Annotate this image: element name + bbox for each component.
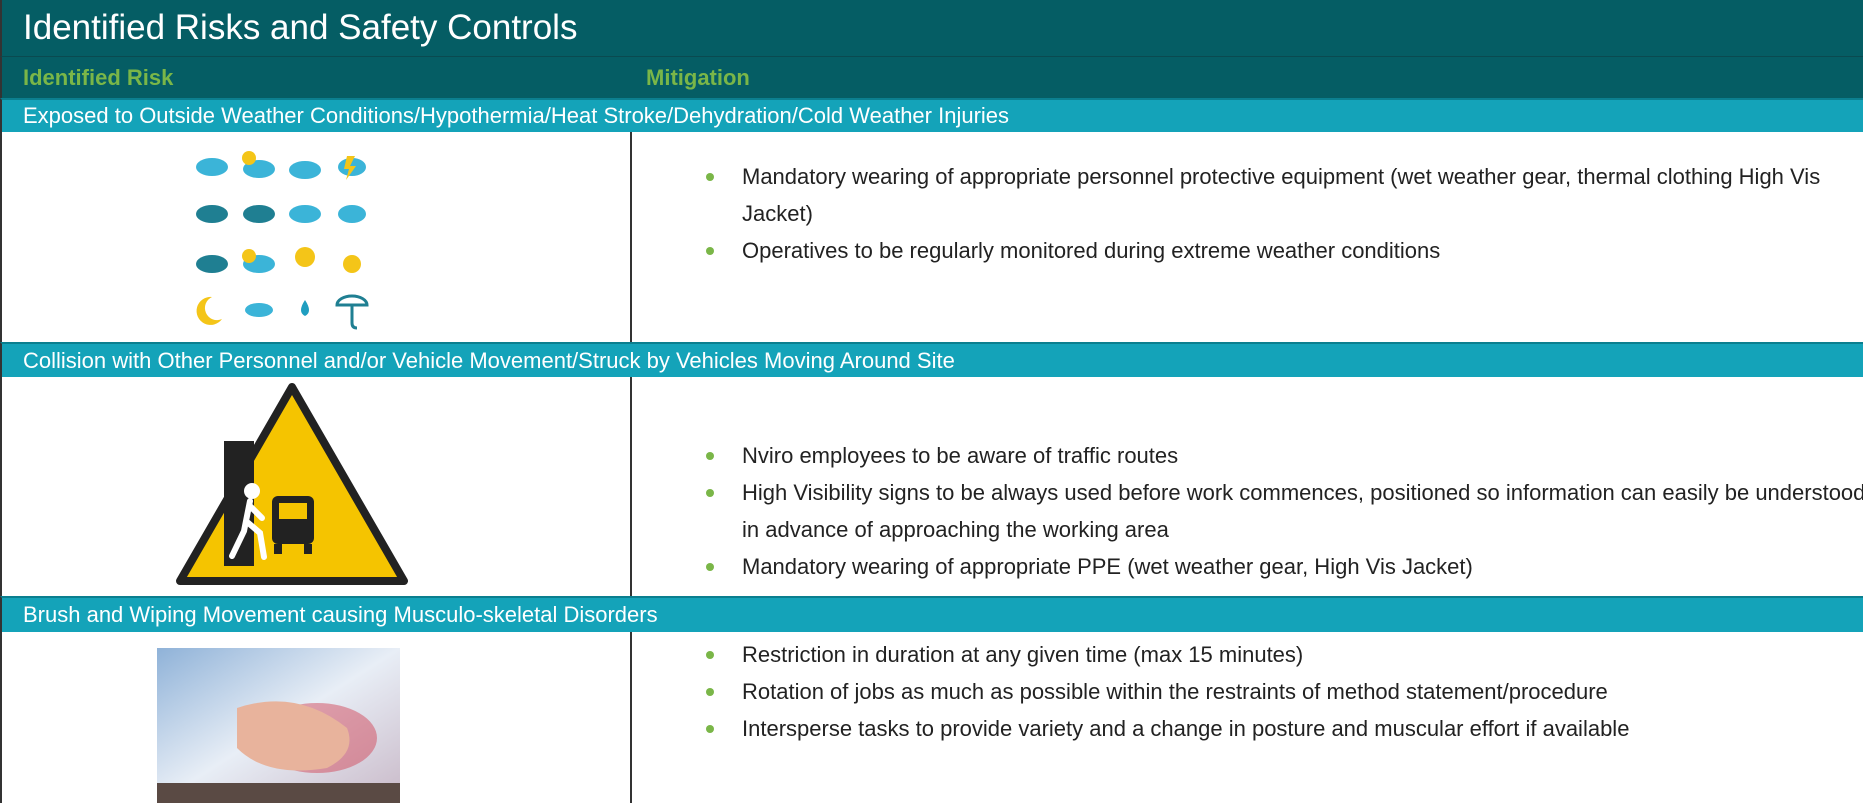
mitigation-item: Rotation of jobs as much as possible wit… xyxy=(702,673,1863,710)
divider xyxy=(630,632,632,803)
mitigation-list: Restriction in duration at any given tim… xyxy=(702,636,1863,747)
mitigation-item: Mandatory wearing of appropriate personn… xyxy=(702,158,1863,232)
risk-band: Exposed to Outside Weather Conditions/Hy… xyxy=(0,98,1863,132)
risk-title: Exposed to Outside Weather Conditions/Hy… xyxy=(23,103,1010,128)
risk-title: Brush and Wiping Movement causing Muscul… xyxy=(23,602,658,627)
risk-row: Mandatory wearing of appropriate personn… xyxy=(0,132,1863,342)
divider xyxy=(630,132,632,342)
divider xyxy=(630,377,632,596)
risk-band: Collision with Other Personnel and/or Ve… xyxy=(0,342,1863,377)
column-header: Identified Risk Mitigation xyxy=(0,56,1863,98)
weather-icons xyxy=(196,151,369,330)
warning-sign xyxy=(176,383,408,585)
mitigation-item: Mandatory wearing of appropriate PPE (we… xyxy=(702,548,1863,585)
risk-row: Restriction in duration at any given tim… xyxy=(0,632,1863,803)
column-mitigation: Mitigation xyxy=(646,65,750,90)
title-bar: Identified Risks and Safety Controls xyxy=(0,0,1863,56)
column-risk: Identified Risk xyxy=(23,65,174,90)
mitigation-list: Mandatory wearing of appropriate personn… xyxy=(702,158,1863,269)
back-pain-photo xyxy=(157,648,400,803)
risk-title: Collision with Other Personnel and/or Ve… xyxy=(23,348,955,373)
mitigation-item: Intersperse tasks to provide variety and… xyxy=(702,710,1863,747)
mitigation-item: Operatives to be regularly monitored dur… xyxy=(702,232,1863,269)
risk-band: Brush and Wiping Movement causing Muscul… xyxy=(0,596,1863,632)
mitigation-list: Nviro employees to be aware of traffic r… xyxy=(702,437,1863,585)
mitigation-item: High Visibility signs to be always used … xyxy=(702,474,1863,548)
risk-row: Nviro employees to be aware of traffic r… xyxy=(0,377,1863,596)
mitigation-item: Nviro employees to be aware of traffic r… xyxy=(702,437,1863,474)
mitigation-item: Restriction in duration at any given tim… xyxy=(702,636,1863,673)
title: Identified Risks and Safety Controls xyxy=(23,8,578,47)
